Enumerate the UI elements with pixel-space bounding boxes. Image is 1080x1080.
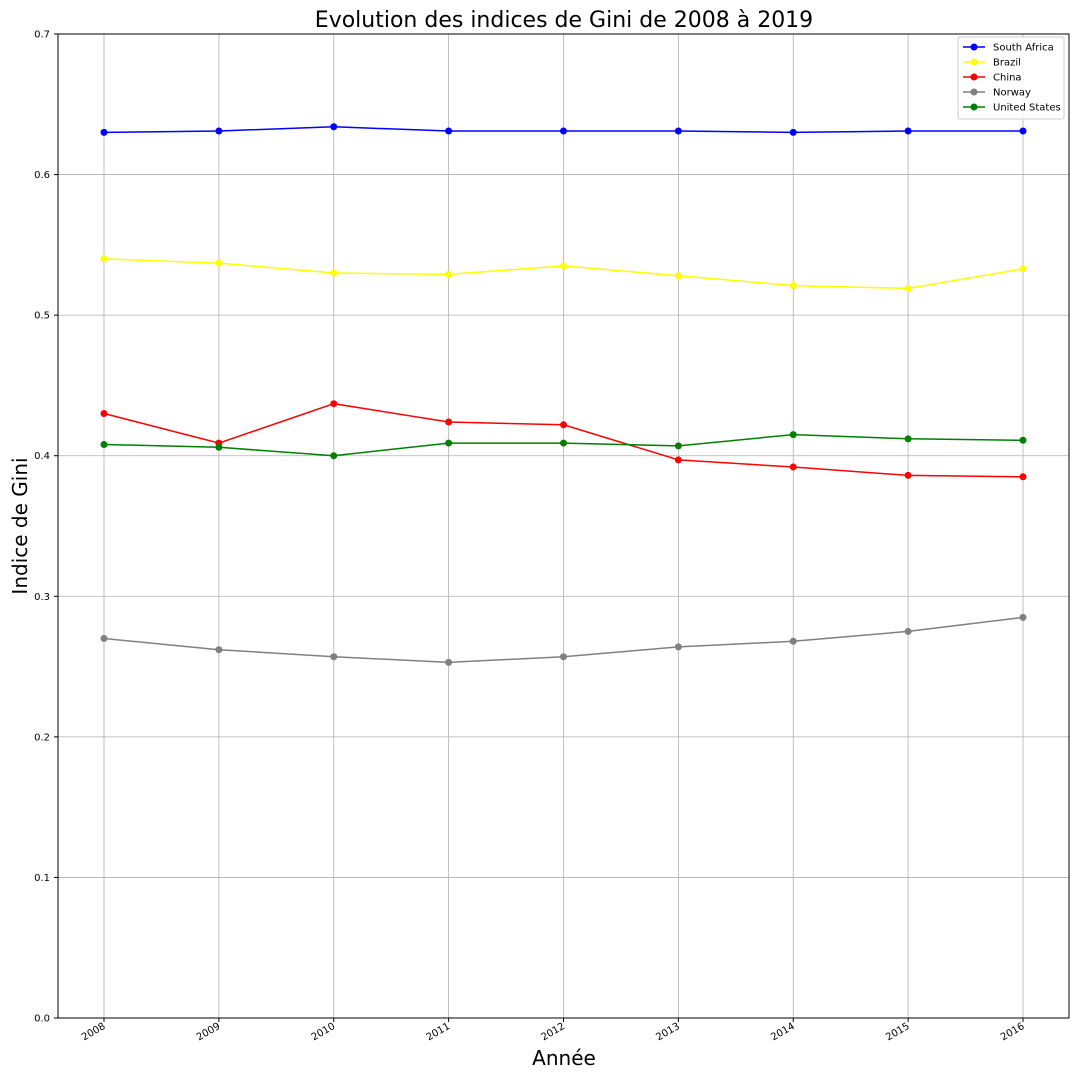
data-point	[674, 127, 682, 135]
y-tick-label: 0.0	[34, 1014, 50, 1025]
x-tick-label: 2016	[999, 1021, 1027, 1043]
data-point	[215, 259, 223, 267]
data-point	[445, 418, 453, 426]
data-point	[330, 653, 338, 661]
data-point	[904, 471, 912, 479]
data-point	[1019, 473, 1027, 481]
x-tick-label: 2015	[884, 1021, 912, 1043]
legend-label: Norway	[993, 88, 1031, 99]
y-tick-label: 0.5	[34, 311, 50, 322]
x-tick-label: 2014	[769, 1021, 797, 1043]
data-point	[789, 431, 797, 439]
series-norway	[100, 613, 1027, 666]
legend-marker	[970, 103, 978, 111]
data-point	[560, 653, 567, 661]
y-tick-label: 0.7	[34, 30, 50, 41]
data-point	[904, 627, 912, 635]
data-point	[560, 262, 567, 270]
data-point	[215, 443, 223, 451]
data-point	[1019, 436, 1027, 444]
data-point	[560, 421, 567, 429]
legend-marker	[970, 58, 978, 66]
data-point	[330, 400, 338, 408]
data-point	[674, 456, 682, 464]
series-united-states	[100, 431, 1027, 460]
data-point	[904, 284, 912, 292]
chart-title: Evolution des indices de Gini de 2008 à …	[315, 8, 813, 33]
legend-item-united-states[interactable]: United States	[963, 103, 1061, 114]
data-point	[100, 255, 108, 263]
data-point	[445, 270, 453, 278]
legend[interactable]: South Africa Brazil China Norway United Stat…	[957, 36, 1065, 120]
x-tick-label: 2010	[310, 1021, 338, 1043]
series-china	[100, 400, 1027, 481]
grid-lines	[58, 33, 1069, 1019]
data-point	[330, 123, 338, 131]
legend-label: South Africa	[993, 43, 1054, 54]
data-point	[904, 435, 912, 443]
legend-item-china[interactable]: China	[963, 73, 1022, 84]
legend-marker	[970, 43, 978, 51]
y-tick-label: 0.2	[34, 732, 50, 743]
legend-marker	[970, 73, 978, 81]
series-brazil	[100, 255, 1027, 292]
data-point	[100, 440, 108, 448]
data-point	[674, 643, 682, 651]
data-point	[445, 439, 453, 447]
data-point	[560, 439, 567, 447]
data-point	[445, 658, 453, 666]
x-axis-label: Année	[532, 1046, 596, 1070]
legend-box	[957, 36, 1065, 120]
legend-item-norway[interactable]: Norway	[963, 88, 1031, 99]
data-point	[674, 442, 682, 450]
y-tick-label: 0.4	[34, 451, 50, 462]
data-point	[330, 269, 338, 277]
x-tick-label: 2013	[654, 1021, 682, 1043]
legend-label: Brazil	[993, 58, 1021, 69]
data-point	[904, 127, 912, 135]
data-point	[100, 410, 108, 418]
data-point	[215, 646, 223, 654]
data-point	[1019, 613, 1027, 621]
y-tick-label: 0.6	[34, 170, 50, 181]
x-axis-ticks: 2008 2009 2010 2011 2012 2013 2014 2015 2016	[80, 1018, 1027, 1043]
data-point	[100, 128, 108, 136]
data-point	[100, 634, 108, 642]
y-axis-ticks: 0.0 0.1 0.2 0.3 0.4 0.5 0.6 0.7	[34, 30, 58, 1025]
data-point	[330, 452, 338, 460]
x-tick-label: 2008	[80, 1021, 108, 1043]
data-point	[789, 637, 797, 645]
legend-label: United States	[993, 103, 1061, 114]
data-point	[789, 128, 797, 136]
x-tick-label: 2009	[195, 1021, 223, 1043]
data-point	[215, 127, 223, 135]
data-point	[1019, 265, 1027, 273]
y-tick-label: 0.1	[34, 873, 50, 884]
data-point	[789, 463, 797, 471]
data-point	[674, 272, 682, 280]
y-axis-label: Indice de Gini	[8, 457, 32, 594]
series-south-africa	[100, 123, 1027, 136]
x-tick-label: 2011	[425, 1021, 453, 1043]
legend-item-brazil[interactable]: Brazil	[963, 58, 1021, 69]
legend-marker	[970, 88, 978, 96]
data-point	[1019, 127, 1027, 135]
legend-item-south-africa[interactable]: South Africa	[963, 43, 1054, 54]
y-tick-label: 0.3	[34, 592, 50, 603]
data-point	[560, 127, 567, 135]
series-layer	[100, 123, 1027, 666]
legend-label: China	[993, 73, 1022, 84]
data-point	[445, 127, 453, 135]
data-point	[789, 282, 797, 290]
x-tick-label: 2012	[539, 1021, 567, 1043]
